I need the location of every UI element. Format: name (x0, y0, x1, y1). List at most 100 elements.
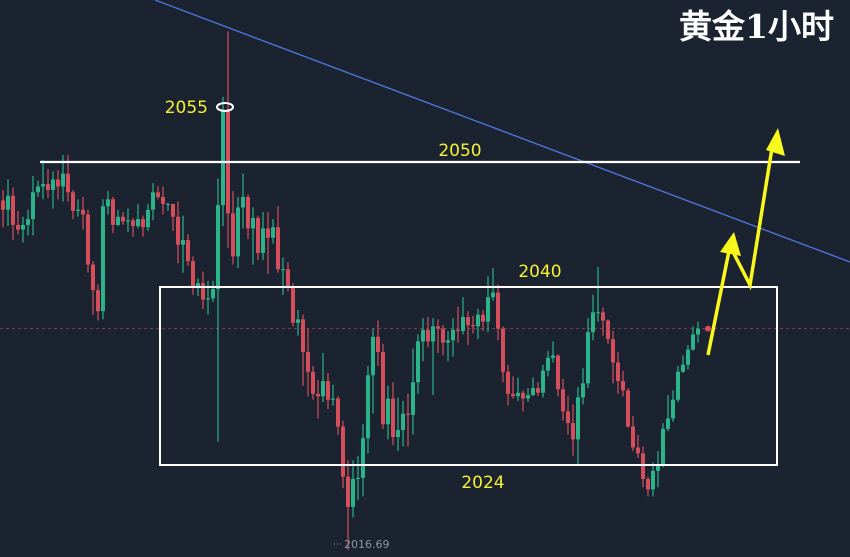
candle (261, 212, 265, 260)
candle (306, 328, 310, 397)
candle (106, 191, 110, 215)
candle (176, 201, 180, 264)
candle (331, 384, 335, 406)
high-label: 2055 (165, 98, 208, 118)
candle (531, 377, 535, 397)
candle (216, 178, 220, 442)
candle (511, 376, 515, 399)
candle (641, 446, 645, 488)
candle (366, 365, 370, 454)
candle (81, 196, 85, 230)
candle (646, 476, 650, 497)
candle (156, 186, 160, 200)
candle (141, 215, 145, 237)
candle (611, 330, 615, 384)
candle (51, 171, 55, 209)
candle (506, 364, 510, 406)
candle (446, 330, 450, 362)
candle (606, 319, 610, 344)
candle (426, 316, 430, 348)
candle (696, 321, 700, 343)
candle (326, 372, 330, 410)
candle (666, 395, 670, 432)
candle (461, 297, 465, 335)
candle (541, 364, 545, 398)
candle (456, 306, 460, 343)
candle (681, 355, 685, 373)
candle (656, 451, 660, 488)
candle (256, 215, 260, 260)
candle (276, 206, 280, 273)
candle (401, 400, 405, 447)
candle (676, 365, 680, 403)
candle (181, 215, 185, 273)
candle (271, 219, 275, 244)
candle (336, 396, 340, 435)
candle (421, 318, 425, 362)
candle (231, 191, 235, 265)
candle (416, 334, 420, 394)
candle (71, 189, 75, 220)
candle (341, 420, 345, 489)
candle (281, 257, 285, 295)
candle (346, 460, 350, 551)
candle (561, 378, 565, 421)
candle (201, 271, 205, 309)
candle (146, 203, 150, 231)
candle (101, 199, 105, 320)
high-marker (216, 102, 234, 112)
candle (311, 365, 315, 400)
candle (186, 234, 190, 266)
candle (551, 341, 555, 363)
candle (126, 208, 130, 232)
candle (356, 455, 360, 500)
candle (266, 212, 270, 274)
level-label-2024: 2024 (461, 473, 504, 493)
descending-trendline (154, 0, 850, 263)
candle (571, 404, 575, 456)
candle (516, 377, 520, 401)
candle (246, 194, 250, 239)
candle (441, 325, 445, 356)
candle (586, 318, 590, 389)
candle (111, 196, 115, 234)
candle (481, 310, 485, 331)
candle (136, 203, 140, 229)
candle (631, 416, 635, 452)
candle (351, 460, 355, 518)
candle (496, 284, 500, 341)
candle (171, 203, 175, 231)
candle (466, 311, 470, 345)
candle (686, 344, 690, 370)
candle (316, 379, 320, 419)
candle (86, 209, 90, 273)
candle (431, 318, 435, 396)
candles-layer (1, 31, 700, 551)
candle (76, 199, 80, 217)
candle (581, 368, 585, 405)
candle (151, 182, 155, 221)
candle (131, 217, 135, 237)
candle (301, 314, 305, 386)
range-box (159, 286, 778, 466)
current-price-dot (705, 325, 711, 332)
candle (161, 186, 165, 215)
level-label-2050: 2050 (438, 141, 481, 161)
candle (576, 386, 580, 465)
candle (406, 393, 410, 447)
candle (376, 320, 380, 366)
candle (501, 326, 505, 383)
candle (381, 343, 385, 429)
candle (411, 348, 415, 435)
candle (191, 256, 195, 295)
candle (636, 434, 640, 459)
candle (671, 390, 675, 422)
candle (291, 283, 295, 327)
candle (616, 351, 620, 394)
candle (566, 396, 570, 435)
candle (6, 179, 10, 227)
candle (46, 168, 50, 199)
candle (16, 210, 20, 235)
